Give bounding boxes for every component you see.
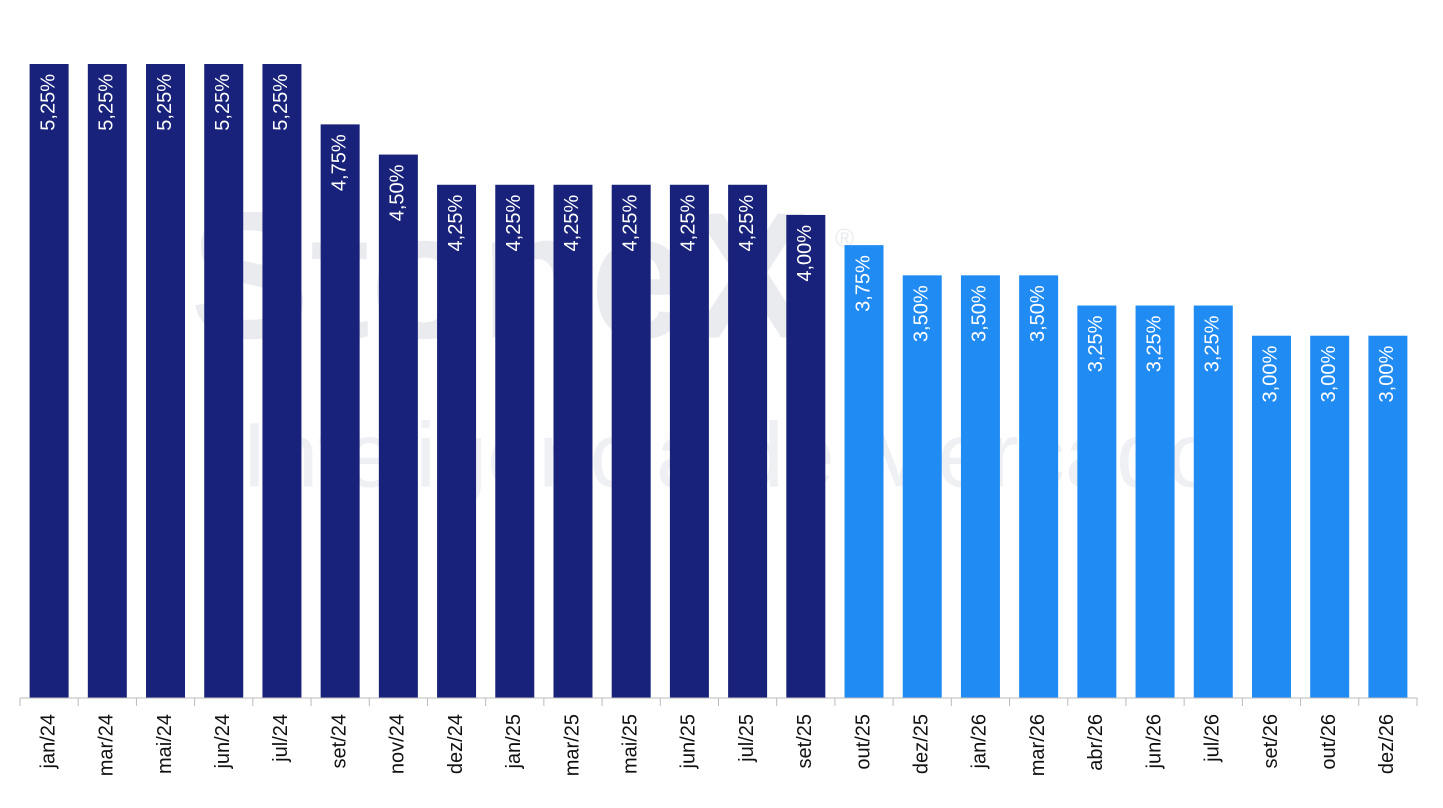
x-tick-label: nov/24 xyxy=(387,714,409,774)
bar xyxy=(611,184,651,698)
bar xyxy=(1310,335,1350,698)
value-label: 3,50% xyxy=(969,285,991,342)
bar xyxy=(204,64,244,698)
x-tick-label: dez/25 xyxy=(911,714,933,774)
bar xyxy=(902,275,942,698)
bar xyxy=(378,154,418,699)
x-tick-label: dez/26 xyxy=(1376,714,1398,774)
x-tick-label: mai/24 xyxy=(154,714,176,774)
value-label: 3,50% xyxy=(911,285,933,342)
bar xyxy=(262,64,302,698)
bar xyxy=(320,124,360,698)
value-label: 4,25% xyxy=(561,195,583,252)
value-label: 3,25% xyxy=(1202,315,1224,372)
value-label: 3,75% xyxy=(852,255,874,312)
value-label: 3,00% xyxy=(1318,346,1340,403)
x-tick-label: jun/26 xyxy=(1143,714,1165,770)
value-label: 3,00% xyxy=(1376,346,1398,403)
value-label: 4,25% xyxy=(678,195,700,252)
x-tick-label: out/26 xyxy=(1318,714,1340,770)
bar xyxy=(1019,275,1059,698)
x-tick-label: mar/24 xyxy=(96,714,118,776)
value-label: 5,25% xyxy=(96,74,118,131)
value-label: 5,25% xyxy=(212,74,234,131)
bar xyxy=(146,64,186,698)
value-label: 3,50% xyxy=(1027,285,1049,342)
bar xyxy=(1077,305,1117,698)
bar xyxy=(87,64,127,698)
x-tick-label: jul/24 xyxy=(270,714,292,763)
value-label: 4,75% xyxy=(328,134,350,191)
x-tick-label: jun/24 xyxy=(212,714,234,770)
x-tick-label: dez/24 xyxy=(445,714,467,774)
x-tick-label: jan/24 xyxy=(37,714,59,770)
bar xyxy=(960,275,1000,698)
x-tick-label: abr/26 xyxy=(1085,714,1107,771)
bar xyxy=(553,184,593,698)
value-label: 5,25% xyxy=(154,74,176,131)
x-tick-label: mar/25 xyxy=(561,714,583,776)
x-tick-label: mar/26 xyxy=(1027,714,1049,776)
bar xyxy=(495,184,535,698)
value-label: 5,25% xyxy=(37,74,59,131)
x-tick-label: jun/25 xyxy=(678,714,700,770)
x-tick-label: jul/25 xyxy=(736,714,758,763)
bar xyxy=(437,184,477,698)
x-tick-label: set/25 xyxy=(794,714,816,768)
bar xyxy=(728,184,768,698)
value-label: 3,25% xyxy=(1143,315,1165,372)
x-tick-label: jan/25 xyxy=(503,714,525,770)
value-label: 4,25% xyxy=(736,195,758,252)
bar xyxy=(1135,305,1175,698)
value-label: 4,50% xyxy=(387,164,409,221)
bar xyxy=(29,64,69,698)
bar xyxy=(669,184,709,698)
value-label: 4,25% xyxy=(445,195,467,252)
x-tick-label: mai/25 xyxy=(619,714,641,774)
value-label: 3,00% xyxy=(1260,346,1282,403)
value-label: 4,25% xyxy=(503,195,525,252)
bar xyxy=(786,214,826,698)
value-label: 5,25% xyxy=(270,74,292,131)
bar xyxy=(844,245,884,698)
value-label: 4,00% xyxy=(794,225,816,282)
value-label: 4,25% xyxy=(619,195,641,252)
x-tick-label: set/24 xyxy=(328,714,350,768)
x-tick-label: jan/26 xyxy=(969,714,991,770)
bar xyxy=(1251,335,1291,698)
x-tick-label: jul/26 xyxy=(1202,714,1224,763)
x-tick-label: set/26 xyxy=(1260,714,1282,768)
bar xyxy=(1368,335,1408,698)
value-label: 3,25% xyxy=(1085,315,1107,372)
x-tick-label: out/25 xyxy=(852,714,874,770)
bar xyxy=(1193,305,1233,698)
